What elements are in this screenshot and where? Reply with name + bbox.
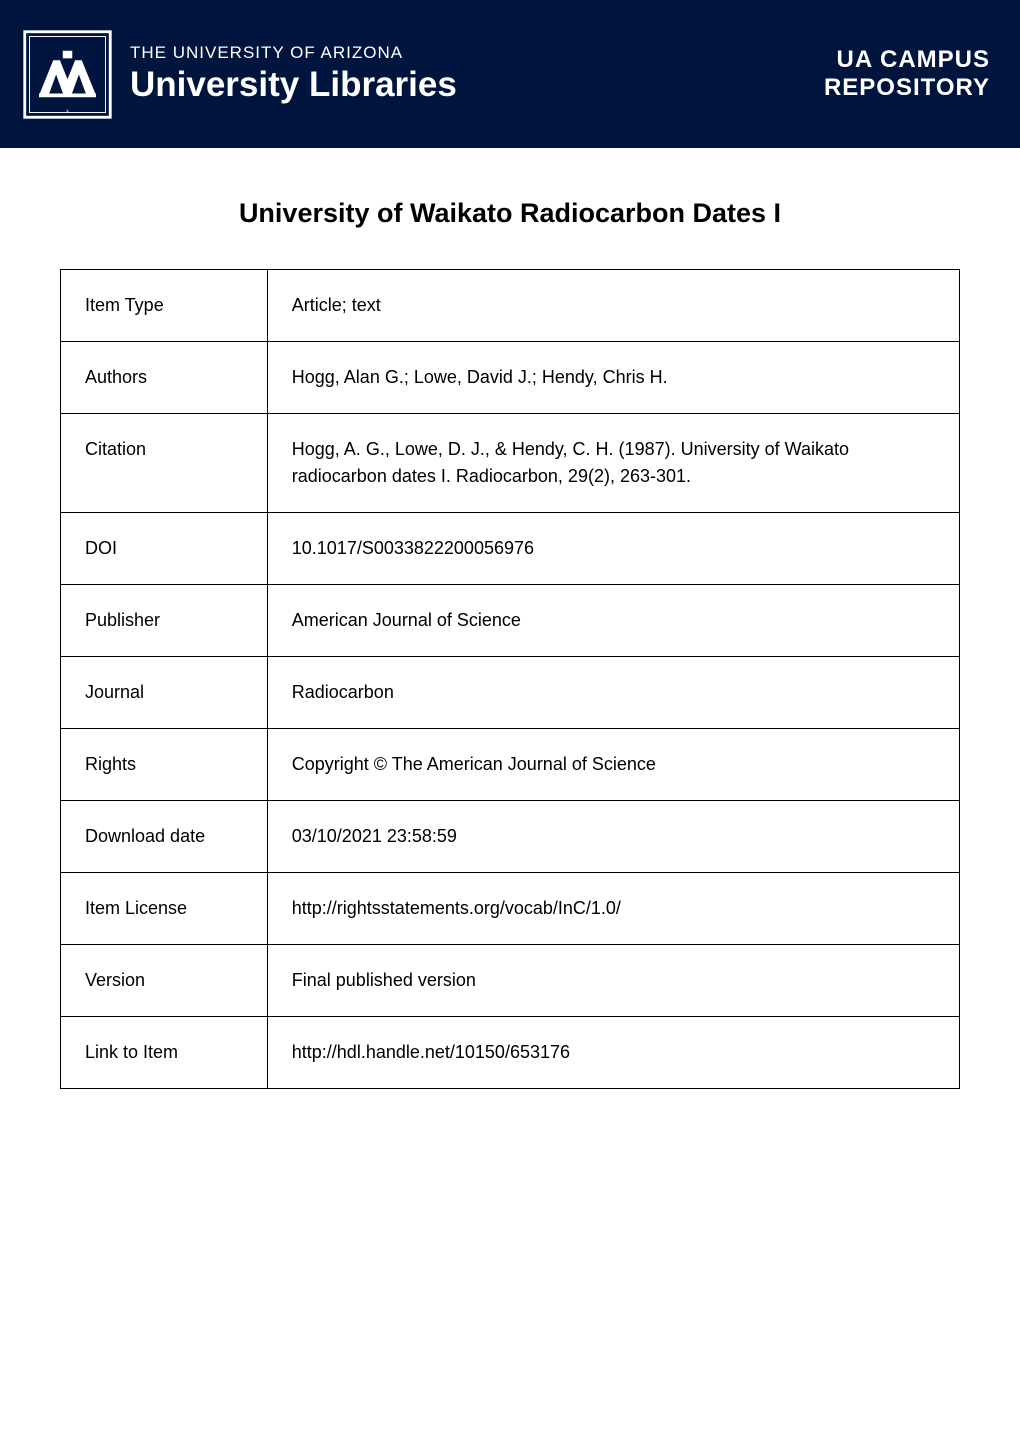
table-row: AuthorsHogg, Alan G.; Lowe, David J.; He… [61,342,960,414]
university-name: THE UNIVERSITY OF ARIZONA [130,43,457,63]
table-row: Download date03/10/2021 23:58:59 [61,801,960,873]
metadata-label: DOI [61,513,268,585]
page-title: University of Waikato Radiocarbon Dates … [60,198,960,229]
metadata-label: Citation [61,414,268,513]
metadata-value: Radiocarbon [267,657,959,729]
table-row: Item TypeArticle; text [61,270,960,342]
metadata-label: Journal [61,657,268,729]
campus-text: UA CAMPUS [824,46,990,74]
metadata-label: Rights [61,729,268,801]
metadata-value: Hogg, Alan G.; Lowe, David J.; Hendy, Ch… [267,342,959,414]
metadata-table: Item TypeArticle; textAuthorsHogg, Alan … [60,269,960,1089]
metadata-value: Final published version [267,945,959,1017]
libraries-title: University Libraries [130,65,457,105]
svg-text:®: ® [66,109,69,113]
metadata-value[interactable]: http://hdl.handle.net/10150/653176 [267,1017,959,1089]
table-row: Link to Itemhttp://hdl.handle.net/10150/… [61,1017,960,1089]
metadata-value: American Journal of Science [267,585,959,657]
header-right: UA CAMPUS REPOSITORY [824,46,990,102]
university-seal-logo: ® [20,27,115,122]
table-row: JournalRadiocarbon [61,657,960,729]
metadata-table-body: Item TypeArticle; textAuthorsHogg, Alan … [61,270,960,1089]
table-row: PublisherAmerican Journal of Science [61,585,960,657]
metadata-value: Copyright © The American Journal of Scie… [267,729,959,801]
metadata-label: Item Type [61,270,268,342]
metadata-value: Article; text [267,270,959,342]
header-banner: ® THE UNIVERSITY OF ARIZONA University L… [0,0,1020,148]
content-area: University of Waikato Radiocarbon Dates … [0,148,1020,1139]
header-text-block: THE UNIVERSITY OF ARIZONA University Lib… [130,43,457,105]
metadata-value: 03/10/2021 23:58:59 [267,801,959,873]
metadata-label: Version [61,945,268,1017]
header-left: ® THE UNIVERSITY OF ARIZONA University L… [20,27,457,122]
repository-text: REPOSITORY [824,74,990,102]
table-row: RightsCopyright © The American Journal o… [61,729,960,801]
table-row: VersionFinal published version [61,945,960,1017]
seal-icon: ® [20,27,115,122]
table-row: CitationHogg, A. G., Lowe, D. J., & Hend… [61,414,960,513]
metadata-value[interactable]: 10.1017/S0033822200056976 [267,513,959,585]
metadata-label: Item License [61,873,268,945]
metadata-label: Link to Item [61,1017,268,1089]
metadata-label: Authors [61,342,268,414]
metadata-value: Hogg, A. G., Lowe, D. J., & Hendy, C. H.… [267,414,959,513]
table-row: Item Licensehttp://rightsstatements.org/… [61,873,960,945]
metadata-value[interactable]: http://rightsstatements.org/vocab/InC/1.… [267,873,959,945]
metadata-label: Download date [61,801,268,873]
metadata-label: Publisher [61,585,268,657]
table-row: DOI10.1017/S0033822200056976 [61,513,960,585]
